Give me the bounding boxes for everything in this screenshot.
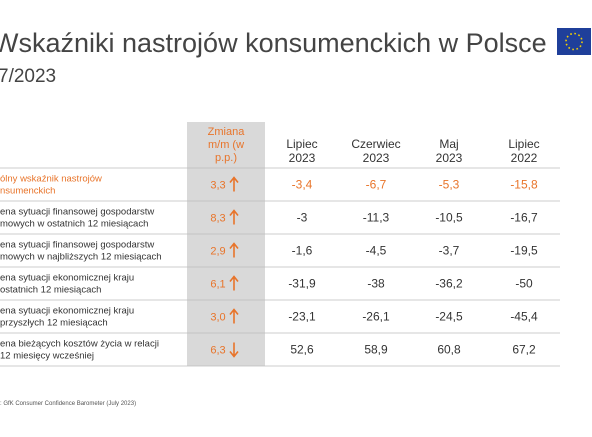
arrow-up — [229, 275, 239, 291]
source: : GfK Consumer Confidence Barometer (Jul… — [0, 401, 136, 407]
cell-value: -24,5 — [435, 310, 463, 324]
column-header: 2023 — [363, 151, 390, 165]
arrow-up — [229, 209, 239, 225]
column-header: Lipiec — [508, 137, 539, 151]
change-value: 3,3 — [210, 180, 225, 192]
cell-value: -23,1 — [288, 310, 316, 324]
cell-value: -50 — [515, 277, 533, 291]
column-header: Maj — [439, 137, 458, 151]
row-label: mowych w najbliższych 12 miesiącach — [0, 252, 162, 263]
row-label: ena sytuacji finansowej gospodarstw — [0, 207, 154, 218]
cell-value: -16,7 — [510, 211, 538, 225]
cell-value: -19,5 — [510, 244, 538, 258]
change-value: 8,3 — [210, 213, 225, 225]
arrow-down — [229, 342, 239, 358]
row-label: 12 miesięcy wcześniej — [0, 351, 94, 362]
column-header: Czerwiec — [351, 137, 400, 151]
cell-value: -45,4 — [510, 310, 538, 324]
column-header: Lipiec — [286, 137, 317, 151]
cell-value: -1,6 — [292, 244, 313, 258]
row-label: przyszłych 12 miesiącach — [0, 318, 108, 329]
cell-value: -3,4 — [292, 178, 313, 192]
cell-value: -31,9 — [288, 277, 316, 291]
change-header: m/m (w — [208, 139, 244, 151]
change-header: p.p.) — [215, 152, 237, 164]
row-label: ena bieżących kosztów życia w relacji — [0, 339, 159, 350]
arrow-up — [229, 176, 239, 192]
change-value: 3,0 — [210, 312, 225, 324]
cell-value: -10,5 — [435, 211, 463, 225]
cell-value: -3,7 — [439, 244, 460, 258]
cell-value: -11,3 — [363, 211, 390, 225]
row-label: ena sytuacji finansowej gospodarstw — [0, 240, 154, 251]
arrow-up — [229, 242, 239, 258]
change-value: 6,1 — [210, 279, 225, 291]
column-header: 2023 — [289, 151, 316, 165]
cell-value: 52,6 — [290, 343, 314, 357]
row-label: ena sytuacji ekonomicznej kraju — [0, 306, 134, 317]
change-value: 2,9 — [210, 246, 225, 258]
cell-value: -4,5 — [366, 244, 387, 258]
row-label: ostatnich 12 miesiącach — [0, 285, 101, 296]
cell-value: 60,8 — [437, 343, 461, 357]
cell-value: -15,8 — [510, 178, 538, 192]
row-label: nsumenckich — [0, 186, 55, 197]
change-value: 6,3 — [210, 345, 225, 357]
arrow-up — [229, 308, 239, 324]
row-label: ólny wskaźnik nastrojów — [0, 174, 102, 185]
cell-value: -26,1 — [362, 310, 390, 324]
row-label: mowych w ostatnich 12 miesiącach — [0, 219, 148, 230]
cell-value: -5,3 — [439, 178, 460, 192]
change-header: Zmiana — [208, 126, 246, 138]
cell-value: 67,2 — [512, 343, 536, 357]
cell-value: -6,7 — [366, 178, 387, 192]
cell-value: -3 — [297, 211, 308, 225]
eu-flag — [557, 28, 591, 55]
cell-value: 58,9 — [364, 343, 388, 357]
column-header: 2023 — [436, 151, 463, 165]
row-label: ena sytuacji ekonomicznej kraju — [0, 273, 134, 284]
title: Wskaźniki nastrojów konsumenckich w Pols… — [0, 28, 547, 58]
cell-value: -38 — [367, 277, 385, 291]
subtitle: 7/2023 — [0, 66, 56, 87]
cell-value: -36,2 — [435, 277, 463, 291]
change-column-bg — [187, 122, 265, 366]
column-header: 2022 — [511, 151, 538, 165]
